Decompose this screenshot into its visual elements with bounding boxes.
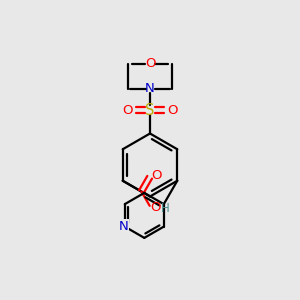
Text: O: O [145,57,155,70]
Text: O: O [122,103,133,117]
Text: S: S [145,103,155,118]
Text: H: H [161,202,170,215]
Text: O: O [150,201,161,214]
Text: N: N [119,220,128,232]
Text: O: O [151,169,161,182]
Text: O: O [167,103,178,117]
Text: N: N [145,82,155,95]
